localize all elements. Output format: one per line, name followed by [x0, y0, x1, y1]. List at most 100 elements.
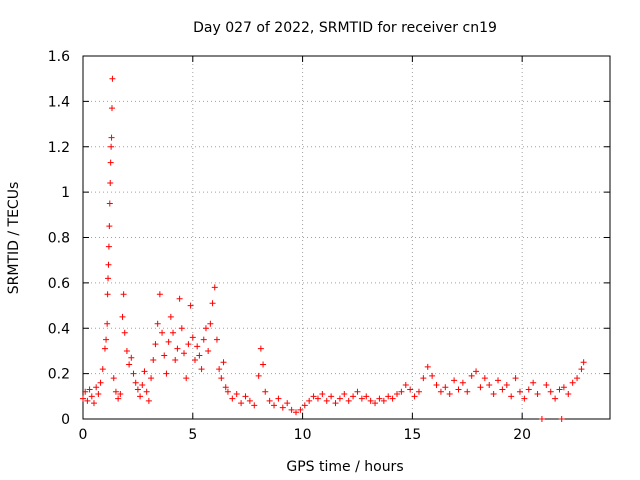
data-point — [262, 388, 269, 395]
data-point — [260, 361, 267, 368]
data-point — [266, 397, 273, 404]
data-point — [224, 388, 231, 395]
y-tick-label: 0.4 — [48, 321, 70, 337]
data-point — [442, 384, 449, 391]
data-point — [86, 386, 93, 393]
data-point — [134, 386, 141, 393]
data-point — [123, 347, 130, 354]
data-point — [112, 388, 119, 395]
y-tick-label: 0.8 — [48, 231, 70, 247]
data-point — [556, 386, 563, 393]
data-point — [420, 375, 427, 382]
data-point — [578, 366, 585, 373]
data-point — [389, 395, 396, 402]
data-point — [538, 416, 545, 422]
data-point — [108, 143, 115, 150]
data-point — [233, 391, 240, 398]
data-point — [255, 372, 262, 379]
data-point — [402, 381, 409, 388]
data-point — [194, 343, 201, 350]
data-point — [150, 357, 157, 364]
data-point — [109, 75, 116, 82]
data-point — [82, 388, 89, 395]
data-point — [464, 388, 471, 395]
data-point — [358, 395, 365, 402]
data-point — [132, 379, 139, 386]
data-point — [105, 243, 112, 250]
data-point — [580, 359, 587, 366]
data-point — [137, 393, 144, 400]
data-point — [490, 391, 497, 398]
data-point — [499, 386, 506, 393]
data-point — [211, 284, 218, 291]
data-point — [345, 397, 352, 404]
data-point — [242, 393, 249, 400]
data-point — [310, 393, 317, 400]
data-point — [121, 329, 128, 336]
data-point — [97, 379, 104, 386]
data-point — [191, 357, 198, 364]
data-point — [220, 359, 227, 366]
data-point — [165, 338, 172, 345]
data-point — [415, 388, 422, 395]
data-point — [139, 381, 146, 388]
y-tick-label: 1.6 — [48, 49, 70, 65]
data-point — [319, 391, 326, 398]
data-point — [207, 320, 214, 327]
data-point — [104, 320, 111, 327]
data-point — [209, 300, 216, 307]
data-point — [521, 395, 528, 402]
data-point — [354, 388, 361, 395]
x-tick-label: 20 — [513, 427, 531, 443]
data-point — [145, 397, 152, 404]
data-point — [376, 395, 383, 402]
data-point — [148, 375, 155, 382]
data-point — [198, 366, 205, 373]
y-tick-label: 0.6 — [48, 276, 70, 292]
data-point — [246, 397, 253, 404]
data-point — [229, 395, 236, 402]
data-point — [512, 375, 519, 382]
gridlines — [83, 56, 610, 419]
data-point — [108, 105, 115, 112]
x-axis-label: GPS time / hours — [286, 459, 403, 475]
data-point — [306, 397, 313, 404]
data-point — [574, 375, 581, 382]
data-point — [367, 397, 374, 404]
data-point — [205, 347, 212, 354]
data-point — [167, 313, 174, 320]
data-point — [446, 391, 453, 398]
data-point — [284, 400, 291, 407]
data-point — [543, 381, 550, 388]
data-point — [516, 388, 523, 395]
data-point — [117, 391, 124, 398]
data-point — [455, 386, 462, 393]
data-point — [336, 395, 343, 402]
data-point — [154, 320, 161, 327]
data-point — [503, 381, 510, 388]
axis-ticks: 0 5 10 15 20 0 0.2 0.4 0.6 0.8 1 1.2 1.4 1.6 — [48, 49, 610, 443]
y-tick-label: 0.2 — [48, 367, 70, 383]
data-point — [314, 395, 321, 402]
data-point — [477, 384, 484, 391]
data-point — [328, 393, 335, 400]
data-point — [429, 372, 436, 379]
data-point — [525, 386, 532, 393]
data-point — [103, 336, 110, 343]
data-point — [88, 393, 95, 400]
data-point — [105, 275, 112, 282]
x-tick-label: 15 — [403, 427, 421, 443]
data-point — [424, 363, 431, 370]
data-point — [222, 384, 229, 391]
data-point — [128, 354, 135, 361]
data-point — [141, 368, 148, 375]
data-point — [380, 397, 387, 404]
data-point — [104, 291, 111, 298]
data-point — [275, 395, 282, 402]
data-point — [565, 391, 572, 398]
data-point — [257, 345, 264, 352]
data-point — [398, 388, 405, 395]
data-point — [394, 391, 401, 398]
data-point — [251, 402, 258, 409]
data-point — [341, 391, 348, 398]
